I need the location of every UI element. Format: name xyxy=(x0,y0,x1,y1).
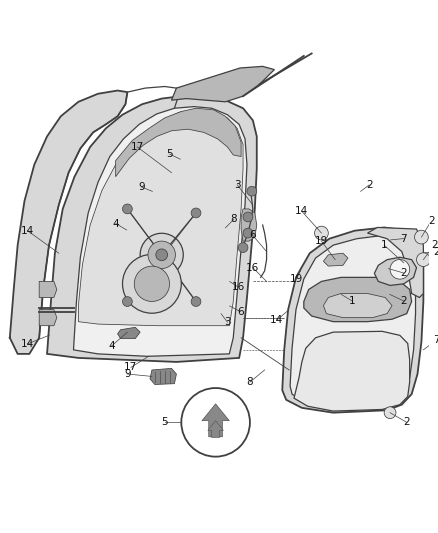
Text: 9: 9 xyxy=(138,182,145,192)
Text: 9: 9 xyxy=(124,369,131,379)
Text: 2: 2 xyxy=(431,240,438,250)
Text: 2: 2 xyxy=(403,417,410,427)
Polygon shape xyxy=(202,404,230,437)
Text: 14: 14 xyxy=(295,206,308,216)
Text: 5: 5 xyxy=(161,417,168,427)
Polygon shape xyxy=(116,108,241,177)
Text: 6: 6 xyxy=(250,230,256,240)
Text: 4: 4 xyxy=(109,341,115,351)
Polygon shape xyxy=(150,368,177,384)
Circle shape xyxy=(191,297,201,306)
Text: 17: 17 xyxy=(124,362,138,373)
Polygon shape xyxy=(78,110,243,326)
Circle shape xyxy=(123,297,132,306)
Polygon shape xyxy=(323,253,348,266)
Text: 14: 14 xyxy=(21,225,34,236)
Circle shape xyxy=(134,266,170,302)
Polygon shape xyxy=(294,332,410,411)
Text: 19: 19 xyxy=(290,274,303,285)
Circle shape xyxy=(414,230,428,244)
Text: 3: 3 xyxy=(234,180,240,190)
Polygon shape xyxy=(208,421,223,438)
Polygon shape xyxy=(118,327,140,338)
Polygon shape xyxy=(290,236,416,408)
Circle shape xyxy=(243,212,253,222)
Circle shape xyxy=(417,253,430,266)
Circle shape xyxy=(390,260,410,279)
Text: 8: 8 xyxy=(231,214,237,224)
Text: 3: 3 xyxy=(224,317,231,327)
Circle shape xyxy=(191,208,201,218)
Polygon shape xyxy=(39,310,57,326)
Text: 7: 7 xyxy=(433,335,438,345)
Circle shape xyxy=(148,241,176,269)
Circle shape xyxy=(238,243,248,253)
Polygon shape xyxy=(10,91,127,354)
Circle shape xyxy=(140,233,183,277)
Circle shape xyxy=(123,254,181,313)
Polygon shape xyxy=(172,67,275,102)
Text: 2: 2 xyxy=(400,296,407,306)
Text: 14: 14 xyxy=(270,315,283,325)
Text: 6: 6 xyxy=(237,306,244,317)
Text: 5: 5 xyxy=(166,149,173,159)
Text: 4: 4 xyxy=(113,219,119,229)
Text: 7: 7 xyxy=(400,233,407,244)
Circle shape xyxy=(156,249,168,261)
Circle shape xyxy=(384,407,396,418)
Circle shape xyxy=(243,228,253,238)
Text: 19: 19 xyxy=(315,236,328,246)
Circle shape xyxy=(247,187,257,196)
Text: 17: 17 xyxy=(131,142,144,152)
Text: 1: 1 xyxy=(349,296,355,306)
Text: 16: 16 xyxy=(232,282,245,292)
Circle shape xyxy=(181,388,250,457)
Polygon shape xyxy=(241,209,257,241)
Polygon shape xyxy=(282,228,424,413)
Text: 2: 2 xyxy=(433,247,438,256)
Circle shape xyxy=(123,204,132,214)
Text: 8: 8 xyxy=(247,377,253,387)
Text: 2: 2 xyxy=(428,216,434,226)
Text: 2: 2 xyxy=(400,268,407,278)
Polygon shape xyxy=(74,107,247,356)
Polygon shape xyxy=(367,228,424,297)
Text: 2: 2 xyxy=(366,180,372,190)
Text: 16: 16 xyxy=(246,263,259,273)
Circle shape xyxy=(314,226,328,240)
Polygon shape xyxy=(323,294,392,318)
Text: 14: 14 xyxy=(21,339,35,349)
Polygon shape xyxy=(304,277,412,322)
Polygon shape xyxy=(47,96,257,362)
Text: 1: 1 xyxy=(381,240,388,250)
Polygon shape xyxy=(39,281,57,297)
Polygon shape xyxy=(374,257,417,286)
